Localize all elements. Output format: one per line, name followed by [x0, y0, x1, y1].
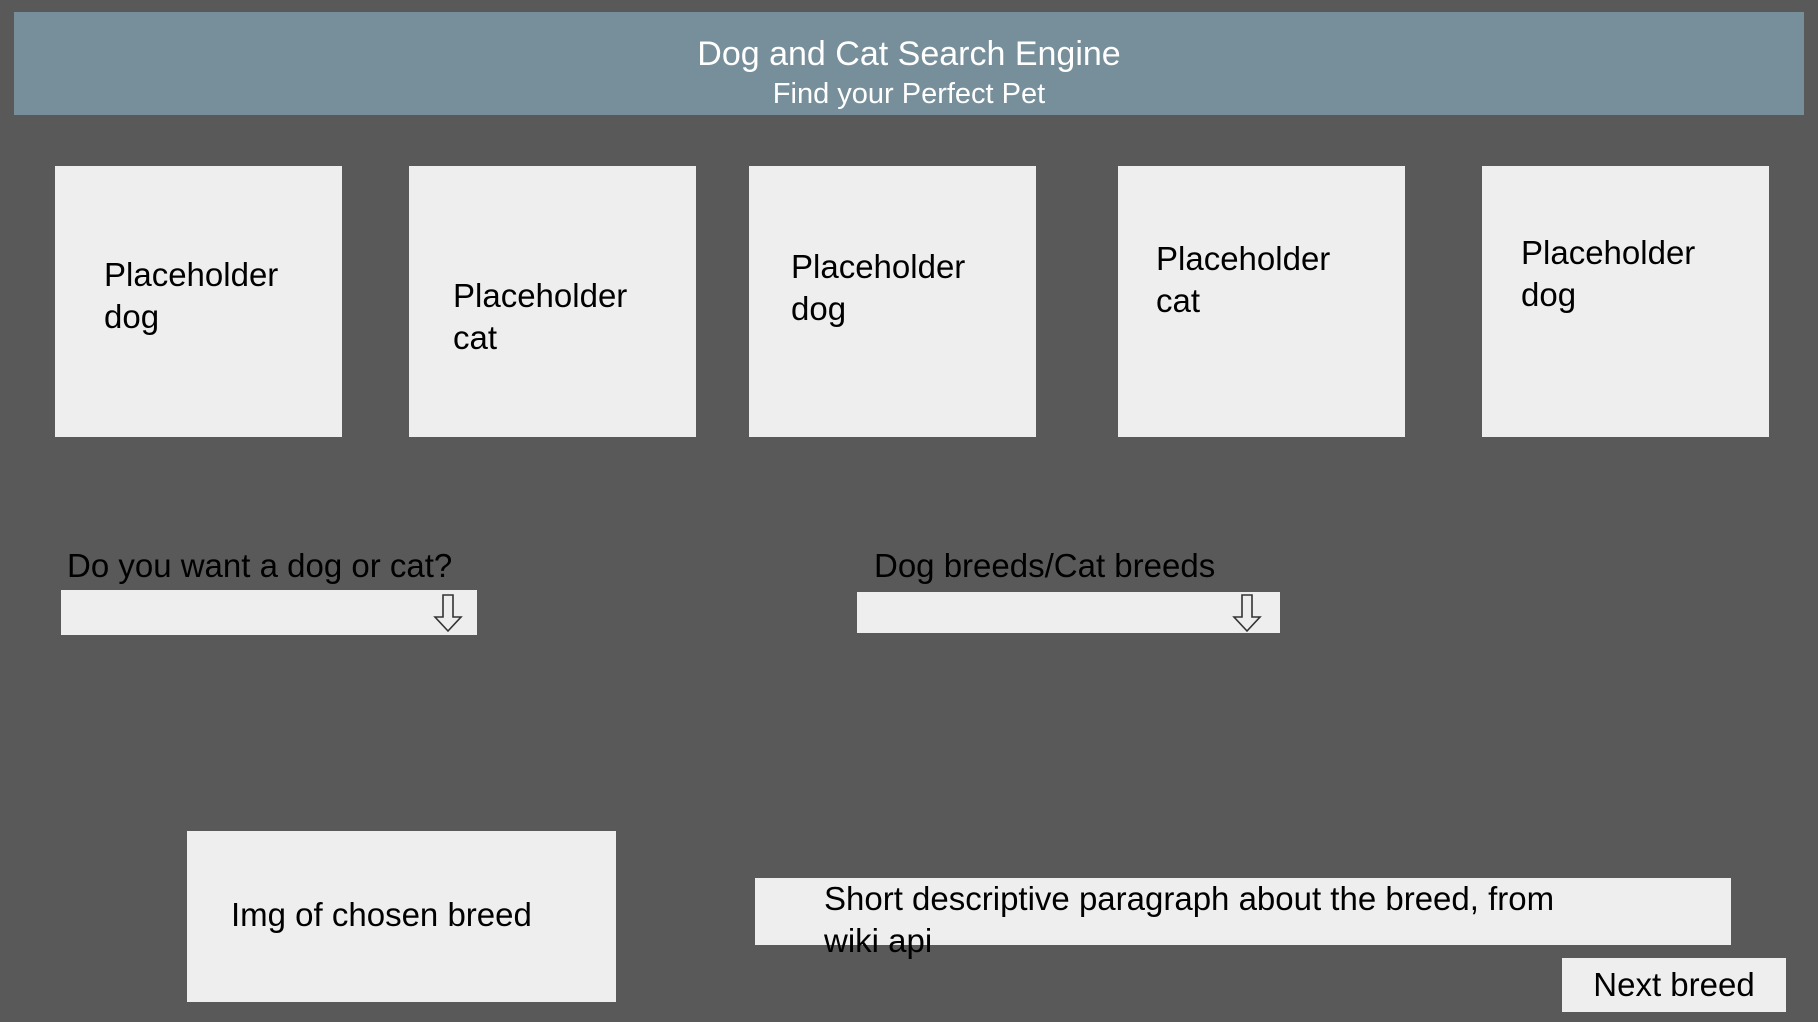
pet-card-label: Placeholder cat	[453, 277, 628, 356]
pet-card-5[interactable]: Placeholder dog	[1482, 166, 1769, 437]
pet-card-2[interactable]: Placeholder cat	[409, 166, 696, 437]
next-breed-button[interactable]: Next breed	[1562, 958, 1786, 1012]
page-title: Dog and Cat Search Engine	[697, 35, 1121, 73]
pet-card-1[interactable]: Placeholder dog	[55, 166, 342, 437]
breeds-select[interactable]	[857, 592, 1280, 633]
breed-description-line-1: Short descriptive paragraph about the br…	[824, 880, 1555, 917]
breed-description-panel: Short descriptive paragraph about the br…	[755, 878, 1731, 959]
pet-card-3[interactable]: Placeholder dog	[749, 166, 1036, 437]
breed-image-placeholder: Img of chosen breed	[187, 831, 616, 1002]
pet-type-label: Do you want a dog or cat?	[67, 547, 453, 584]
down-arrow-icon	[1232, 594, 1262, 633]
pet-card-label: Placeholder cat	[1156, 240, 1331, 319]
pet-card-label: Placeholder dog	[791, 248, 966, 327]
pet-type-select[interactable]	[61, 590, 477, 635]
breed-description-line-2: wiki api	[824, 922, 933, 959]
page-subtitle: Find your Perfect Pet	[772, 78, 1046, 110]
pet-card-label: Placeholder dog	[1521, 234, 1696, 313]
pet-card-label: Placeholder dog	[104, 256, 279, 335]
pet-card-4[interactable]: Placeholder cat	[1118, 166, 1405, 437]
breed-image-label: Img of chosen breed	[231, 896, 532, 933]
breed-description: Short descriptive paragraph about the br…	[824, 878, 1704, 962]
header-banner: Dog and Cat Search Engine Find your Perf…	[14, 12, 1804, 115]
down-arrow-icon	[433, 594, 463, 633]
breeds-label: Dog breeds/Cat breeds	[874, 547, 1216, 584]
